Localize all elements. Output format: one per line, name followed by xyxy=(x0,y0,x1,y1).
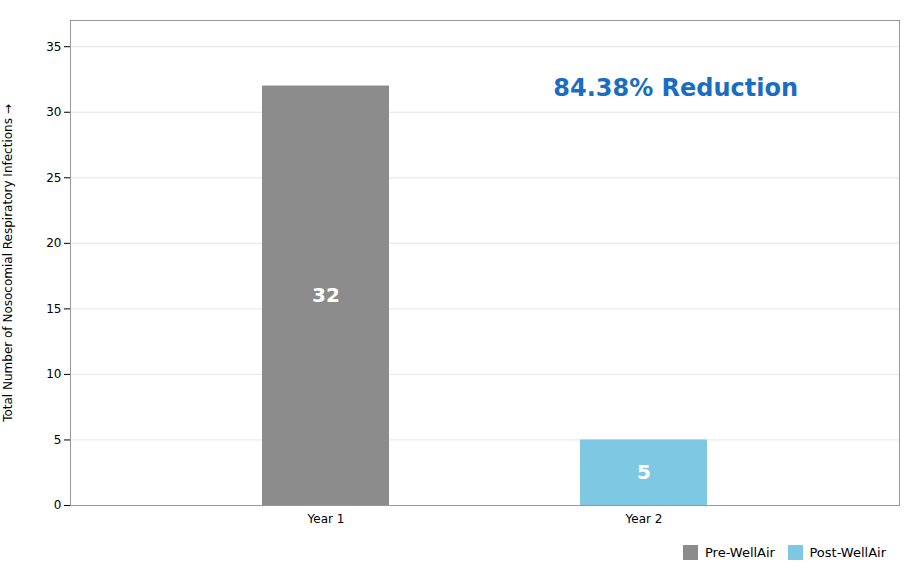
svg-text:32: 32 xyxy=(312,283,340,307)
svg-text:30: 30 xyxy=(46,105,61,119)
svg-text:Year 1: Year 1 xyxy=(307,512,345,526)
svg-text:35: 35 xyxy=(46,40,61,54)
html-text:Post-WellAir: Post-WellAir xyxy=(809,545,886,560)
svg-text:Total Number of Nosocomial Res: Total Number of Nosocomial Respiratory I… xyxy=(1,104,15,423)
svg-text:0: 0 xyxy=(54,498,62,512)
svg-text:84.38% Reduction: 84.38% Reduction xyxy=(553,74,798,102)
svg-text:5: 5 xyxy=(54,433,62,447)
svg-text:Year 2: Year 2 xyxy=(625,512,663,526)
svg-text:5: 5 xyxy=(637,460,651,484)
svg-text:25: 25 xyxy=(46,171,61,185)
svg-text:20: 20 xyxy=(46,236,61,250)
svg-text:10: 10 xyxy=(46,367,61,381)
html-text:Pre-WellAir: Pre-WellAir xyxy=(705,545,775,560)
svg-text:15: 15 xyxy=(46,302,61,316)
